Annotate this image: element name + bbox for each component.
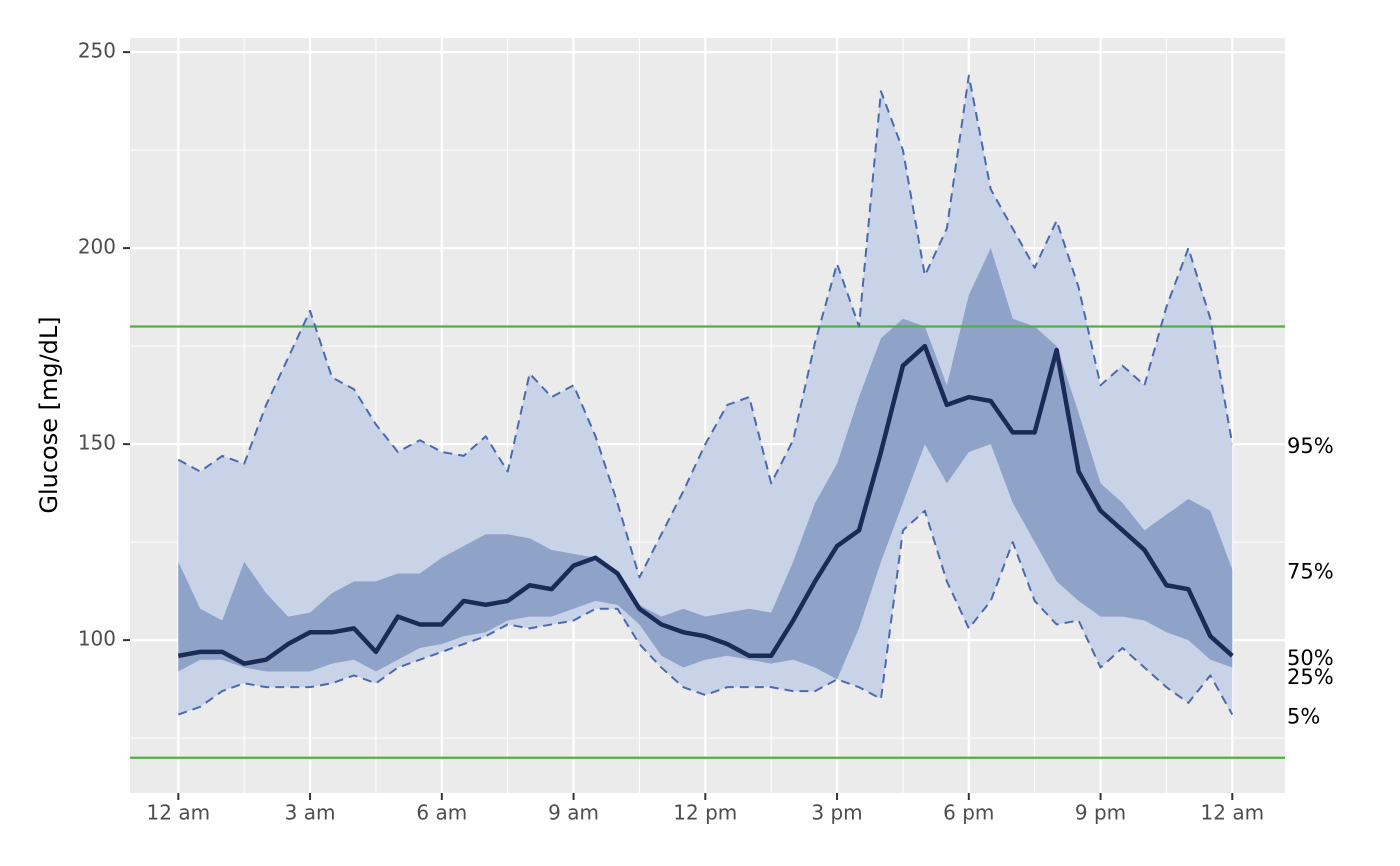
percentile-line [177,509,1234,716]
x-tick-label: 6 am [416,801,467,825]
y-tick-label: 200 [78,235,116,259]
x-tick-label: 3 pm [811,801,862,825]
percentile-label: 25% [1287,665,1334,689]
x-tick-label: 12 am [1201,801,1265,825]
x-tick-label: 9 pm [1075,801,1126,825]
x-tick-label: 9 am [548,801,599,825]
y-axis-title: Glucose [mg/dL] [35,316,63,513]
bands [178,75,1233,715]
percentile-label: 5% [1287,705,1320,729]
y-tick-label: 150 [78,431,116,455]
x-tick-label: 3 am [285,801,336,825]
x-tick-label: 12 pm [673,801,737,825]
percentile-label: 75% [1287,560,1334,584]
median-line [177,343,1234,666]
percentile-line [177,74,1234,579]
percentile-band [178,248,1233,680]
percentile-label: 50% [1287,646,1334,670]
percentile-band [178,75,1233,715]
lines [130,74,1285,759]
axes: 100 150 200 250 12 am 3 am 6 am 9 am 12 pm 3 pm 6 … [78,39,1264,825]
percentile-label: 95% [1287,434,1334,458]
x-tick-label: 12 am [147,801,211,825]
y-tick-label: 250 [78,39,116,63]
y-tick-label: 100 [78,627,116,651]
x-tick-label: 6 pm [943,801,994,825]
